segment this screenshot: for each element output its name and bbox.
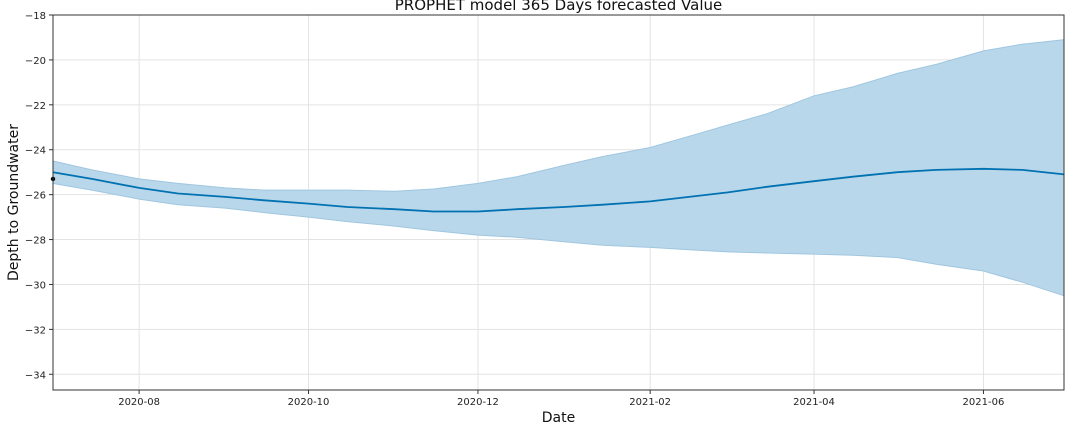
x-tick-label: 2021-02 (629, 397, 671, 408)
y-axis-ticks: −34 −32 −30 −28 −26 −24 −22 −20 −18 (25, 11, 53, 381)
y-axis-title: Depth to Groundwater (6, 124, 22, 281)
confidence-interval (52, 39, 1065, 297)
plot-frame (52, 14, 1065, 391)
x-tick-label: 2020-12 (457, 397, 499, 408)
forecast-line (52, 167, 1065, 213)
y-tick-label: −32 (25, 325, 46, 336)
y-tick-label: −20 (25, 56, 46, 67)
y-tick-label: −18 (25, 11, 46, 22)
x-tick-label: 2021-06 (963, 397, 1005, 408)
y-tick-label: −24 (25, 146, 46, 157)
chart-title: PROPHET model 365 Days forecasted Value (395, 0, 722, 14)
y-tick-label: −22 (25, 101, 46, 112)
forecast-line-group (52, 167, 1065, 213)
x-tick-label: 2020-10 (288, 397, 330, 408)
uncertainty-band (52, 39, 1065, 297)
y-tick-label: −30 (25, 280, 46, 291)
x-axis-title: Date (542, 410, 575, 426)
y-tick-label: −28 (25, 236, 46, 247)
x-axis-ticks: 2020-08 2020-10 2020-12 2021-02 2021-04 2021-… (118, 390, 1004, 408)
y-tick-label: −34 (25, 370, 46, 381)
x-tick-label: 2021-04 (793, 397, 835, 408)
y-tick-label: −26 (25, 191, 46, 202)
x-tick-label: 2020-08 (118, 397, 160, 408)
